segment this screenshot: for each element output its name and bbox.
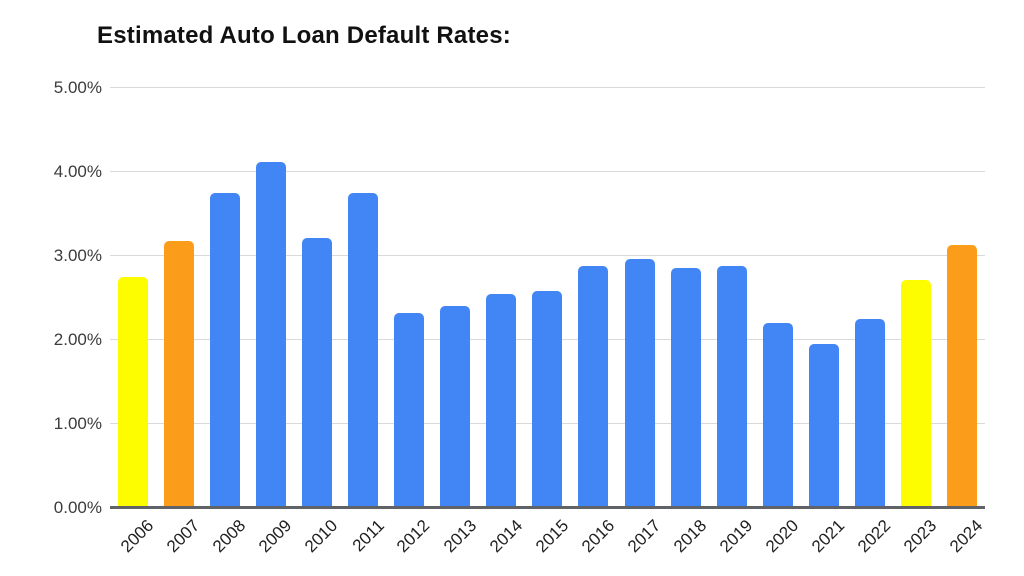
bar-2022 [854,319,885,508]
bar-2015 [532,291,563,508]
y-tick-label: 1.00% [53,414,102,433]
bar-2019 [716,266,747,508]
bar-2006 [118,277,149,508]
bar-slot-2022: 2022 [847,88,894,556]
bar-2018 [670,267,701,508]
bar-slot-2016: 2016 [570,88,618,556]
bar-2021 [808,344,839,508]
x-tick-label-2023: 2023 [900,516,941,557]
bar-slot-2011: 2011 [340,88,388,555]
bar-2013 [440,305,471,508]
x-axis-line [110,506,985,509]
bar-2024 [946,245,977,508]
y-tick-label: 2.00% [53,330,102,349]
gridline [110,171,985,172]
bar-2012 [394,313,425,508]
bar-slot-2017: 2017 [617,88,664,556]
x-tick-label-2010: 2010 [301,516,342,557]
bar-slot-2006: 2006 [110,88,157,556]
gridline [110,255,985,256]
bar-slot-2014: 2014 [478,88,526,556]
x-tick-label-2018: 2018 [669,516,711,557]
x-tick-label-2016: 2016 [577,516,618,557]
bar-slot-2020: 2020 [755,88,802,556]
x-tick-label-2012: 2012 [393,516,434,557]
bar-slot-2007: 2007 [156,88,204,556]
bar-2020 [762,323,793,508]
bar-slot-2012: 2012 [386,88,434,556]
bar-slot-2023: 2023 [893,88,940,556]
x-tick-label-2019: 2019 [715,516,757,557]
y-tick-label: 0.00% [53,498,102,517]
bar-slot-2021: 2021 [801,88,848,556]
x-tick-label-2009: 2009 [255,516,296,557]
bar-2008 [210,193,241,508]
x-tick-label-2011: 2011 [348,516,388,556]
x-tick-label-2020: 2020 [761,516,803,557]
bar-2017 [624,259,655,508]
bar-slot-2019: 2019 [709,88,756,556]
y-tick-label: 4.00% [53,162,102,181]
plot-area: 0.00% 1.00% 2.00% 3.00% 4.00% 5.00% 2006 2007 2… [54,78,987,556]
x-tick-label-2008: 2008 [209,516,250,557]
bar-slot-2018: 2018 [663,88,710,556]
bar-slot-2015: 2015 [524,88,572,556]
x-tick-label-2006: 2006 [117,516,158,557]
bar-2009 [256,161,287,508]
x-tick-label-2022: 2022 [854,516,895,557]
bar-slot-2024: 2024 [939,88,986,556]
bar-slot-2013: 2013 [432,88,480,556]
bar-slot-2008: 2008 [202,88,250,556]
bar-series: 2006 2007 2008 2009 2010 2011 2012 2013 2014 2015… [110,88,986,556]
bar-slot-2009: 2009 [248,88,296,556]
bar-2014 [486,293,517,508]
bar-2010 [302,237,333,508]
x-tick-label-2014: 2014 [485,516,526,557]
bar-slot-2010: 2010 [294,88,342,556]
x-tick-label-2021: 2021 [807,516,849,557]
gridline [110,87,985,88]
bar-2016 [578,266,609,508]
y-tick-label: 3.00% [53,246,102,265]
x-tick-label-2015: 2015 [531,516,572,557]
x-tick-label-2024: 2024 [946,516,987,557]
x-tick-label-2017: 2017 [623,516,664,557]
y-tick-label: 5.00% [53,78,102,97]
bar-2023 [900,279,931,508]
bar-2007 [164,240,195,508]
x-tick-label-2007: 2007 [163,516,204,557]
bar-2011 [348,193,379,508]
x-tick-label-2013: 2013 [439,516,480,557]
chart-title: Estimated Auto Loan Default Rates: [97,22,511,49]
